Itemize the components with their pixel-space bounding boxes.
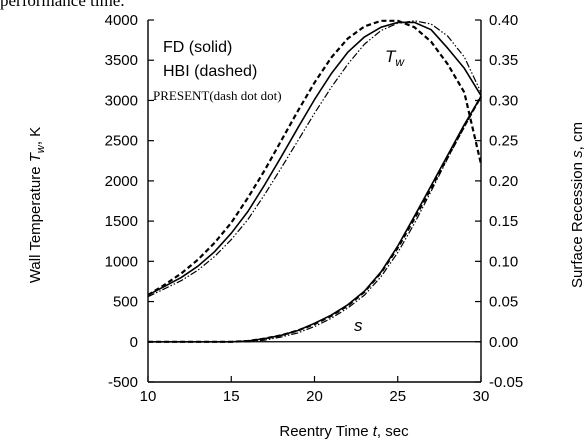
y-right-tick-label: 0.15 <box>489 213 518 230</box>
y-axis-right-title: Surface Recession s, cm <box>569 122 586 288</box>
y-left-tick-label: 2000 <box>105 173 138 190</box>
series-line-left-solid <box>147 21 482 296</box>
y-left-tick-label: 1000 <box>105 253 138 270</box>
y-left-tick-label: -500 <box>108 374 138 391</box>
y-right-tick-label: 0.25 <box>489 133 518 150</box>
legend-entry-fd: FD (solid) <box>163 39 232 56</box>
y-left-tick-label: 0 <box>130 334 138 351</box>
y-right-tick-label: 0.35 <box>489 52 518 69</box>
axes: 10 15 20 25 30 -500 0 500 1000 1500 2000 2500 3000 35… <box>105 12 524 405</box>
series-line-left-dashdotdot <box>147 20 482 298</box>
series-line-right-solid <box>148 95 482 343</box>
x-tick-label: 20 <box>306 388 323 405</box>
x-axis-title: Reentry Time t, sec <box>279 423 409 440</box>
y-right-tick-label: 0.00 <box>489 334 518 351</box>
legend-entry-present: PRESENT(dash dot dot) <box>153 88 282 103</box>
series-line-left-dashed <box>147 19 483 297</box>
series-line-right-dashdotdot <box>148 96 482 343</box>
y-left-tick-label: 1500 <box>105 213 138 230</box>
caption-fragment: performance time. <box>0 0 125 10</box>
y-left-tick-label: 3500 <box>105 52 138 69</box>
y-right-tick-label: 0.20 <box>489 173 518 190</box>
y-left-tick-label: 4000 <box>105 12 138 29</box>
legend-entry-hbi: HBI (dashed) <box>163 63 257 80</box>
x-tick-label: 25 <box>389 388 406 405</box>
y-left-tick-label: 3000 <box>105 92 138 109</box>
x-tick-label: 15 <box>223 388 240 405</box>
labels-layer: FD (solid) HBI (dashed) PRESENT(dash dot… <box>27 39 586 440</box>
y-left-tick-label: 500 <box>113 294 138 311</box>
x-tick-label: 10 <box>140 388 157 405</box>
s-annotation: s <box>354 316 363 335</box>
series-layer <box>147 19 483 343</box>
y-right-tick-label: 0.05 <box>489 294 518 311</box>
y-right-tick-label: 0.40 <box>489 12 518 29</box>
tw-annotation: Tw <box>385 47 405 69</box>
y-right-tick-label: 0.10 <box>489 253 518 270</box>
y-axis-left-title: Wall Temperature Tw, K <box>27 127 47 283</box>
x-tick-label: 30 <box>473 388 490 405</box>
y-right-tick-label: 0.30 <box>489 92 518 109</box>
series-line-right-dashed <box>148 95 482 343</box>
y-left-tick-label: 2500 <box>105 133 138 150</box>
y-right-tick-label: -0.05 <box>489 374 523 391</box>
